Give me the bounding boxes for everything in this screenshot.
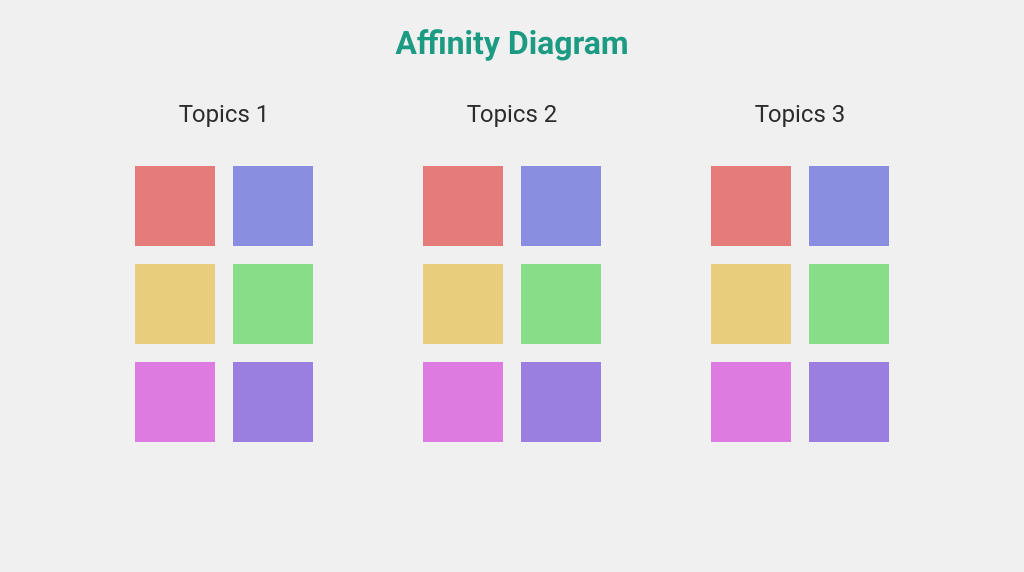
- topic-column-3: Topics 3: [711, 100, 889, 442]
- affinity-card: [423, 166, 503, 246]
- affinity-card: [135, 264, 215, 344]
- affinity-card: [135, 166, 215, 246]
- columns-container: Topics 1 Topics 2 Topics 3: [135, 100, 889, 442]
- affinity-card: [809, 362, 889, 442]
- affinity-card: [711, 264, 791, 344]
- column-title: Topics 1: [179, 100, 270, 128]
- diagram-title: Affinity Diagram: [395, 24, 628, 62]
- affinity-card: [423, 362, 503, 442]
- card-grid: [711, 166, 889, 442]
- affinity-card: [233, 362, 313, 442]
- affinity-card: [711, 166, 791, 246]
- card-grid: [135, 166, 313, 442]
- card-grid: [423, 166, 601, 442]
- affinity-card: [423, 264, 503, 344]
- affinity-card: [809, 264, 889, 344]
- affinity-card: [233, 264, 313, 344]
- affinity-card: [521, 362, 601, 442]
- affinity-card: [711, 362, 791, 442]
- topic-column-2: Topics 2: [423, 100, 601, 442]
- affinity-card: [521, 166, 601, 246]
- affinity-card: [135, 362, 215, 442]
- affinity-card: [521, 264, 601, 344]
- affinity-card: [809, 166, 889, 246]
- column-title: Topics 3: [755, 100, 846, 128]
- column-title: Topics 2: [467, 100, 558, 128]
- affinity-card: [233, 166, 313, 246]
- topic-column-1: Topics 1: [135, 100, 313, 442]
